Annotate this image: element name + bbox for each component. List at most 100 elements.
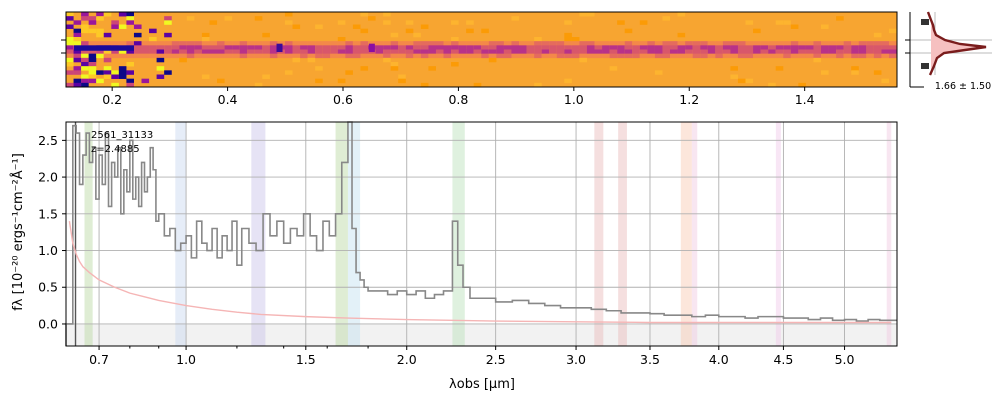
spectrum-2d-pixel bbox=[564, 78, 572, 84]
spectrum-2d-pixel bbox=[284, 45, 293, 50]
spectrum-2d-pixel bbox=[519, 45, 527, 50]
spectrum-2d-pixel bbox=[730, 45, 738, 50]
spectrum-2d-pixel bbox=[654, 49, 663, 54]
spectrum-2d-pixel bbox=[141, 49, 150, 54]
spectrum-2d-pixel bbox=[586, 41, 595, 46]
y-tick-label: 2.5 bbox=[38, 133, 58, 148]
spectrum-2d-pixel bbox=[405, 45, 414, 50]
spectrum-2d-pixel bbox=[126, 53, 134, 59]
spectrum-2d-pixel bbox=[315, 78, 323, 84]
spectrum-2d-pixel bbox=[103, 41, 112, 46]
spectrum-2d-pixel bbox=[670, 49, 678, 54]
spectrum-2d-pixel bbox=[511, 45, 520, 50]
spectrum-2d-pixel bbox=[224, 49, 233, 54]
spectrum-2d-pixel bbox=[715, 41, 723, 46]
spectrum-2d-pixel bbox=[624, 49, 633, 54]
spectrum-2d-pixel bbox=[73, 49, 82, 54]
spectrum-2d-pixel bbox=[700, 53, 708, 59]
spectrum-2d-pixel bbox=[481, 41, 489, 46]
spectrum-2d-pixel bbox=[571, 45, 580, 50]
spectrum-2d-pixel bbox=[451, 53, 459, 59]
spectrum-2d-pixel bbox=[571, 53, 580, 59]
spectrum-2d-pixel bbox=[352, 45, 361, 50]
spectrum-2d-pixel bbox=[707, 49, 716, 54]
spectrum-2d-x-tick-label: 1.2 bbox=[679, 92, 699, 107]
spectrum-2d-pixel bbox=[254, 82, 263, 88]
spectrum-2d-pixel bbox=[111, 70, 119, 75]
spectrum-2d-pixel bbox=[692, 45, 701, 50]
spectrum-2d-pixel bbox=[579, 57, 587, 63]
spectrum-2d-pixel bbox=[737, 45, 746, 50]
spectrum-2d-pixel bbox=[428, 49, 436, 54]
spectrum-2d-pixel bbox=[171, 53, 180, 59]
spectrum-2d-pixel bbox=[405, 28, 414, 34]
plot-layer: 0.0 0.5 1.0 1.5 2.0 2.5 0.7 1.0 1.5 2.0 2.5 3.0 3.5 4… bbox=[38, 121, 898, 367]
spectrum-2d-pixel bbox=[858, 53, 867, 59]
spectrum-2d-pixel bbox=[239, 53, 248, 59]
spectrum-2d-pixel bbox=[836, 16, 844, 21]
spectrum-2d-pixel bbox=[783, 49, 791, 54]
emission-line-band bbox=[691, 122, 698, 346]
spectrum-2d-pixel bbox=[383, 45, 391, 50]
spectrum-2d-pixel bbox=[224, 45, 233, 50]
spectrum-2d-pixel bbox=[873, 70, 882, 75]
spectrum-2d-pixel bbox=[873, 32, 882, 38]
spectrum-2d-pixel bbox=[413, 53, 421, 59]
spectrum-2d-pixel bbox=[405, 53, 414, 59]
spectrum-2d-pixel bbox=[96, 12, 104, 17]
spectrum-2d-pixel bbox=[503, 45, 512, 50]
spectrum-2d-pixel bbox=[647, 53, 655, 59]
emission-line-band bbox=[347, 122, 361, 346]
spectrum-2d-pixel bbox=[133, 49, 142, 54]
spectrum-2d-pixel bbox=[783, 53, 791, 59]
spectrum-2d-pixel bbox=[126, 49, 134, 54]
spectrum-2d-pixel bbox=[405, 41, 414, 46]
spectrum-2d-pixel bbox=[217, 78, 225, 84]
spectrum-2d-pixel bbox=[662, 16, 671, 21]
spectrum-2d-pixel bbox=[790, 53, 799, 59]
spectrum-2d-pixel bbox=[624, 41, 633, 46]
spectrum-2d-pixel bbox=[526, 41, 535, 46]
spectrum-2d-pixel bbox=[66, 16, 74, 21]
spectrum-2d-pixel bbox=[685, 53, 693, 59]
spectrum-2d-pixel bbox=[201, 45, 210, 50]
spectrum-2d-pixel bbox=[564, 53, 572, 59]
spectrum-2d-pixel bbox=[488, 45, 497, 50]
spectrum-2d-pixel bbox=[790, 24, 799, 29]
spectrum-2d-pixel bbox=[594, 49, 603, 54]
spectrum-2d-pixel bbox=[420, 24, 429, 29]
spectrum-2d-pixel bbox=[602, 49, 610, 54]
spectrum-2d-pixel bbox=[654, 53, 663, 59]
spectrum-2d-pixel bbox=[745, 49, 754, 54]
spectrum-2d-pixel bbox=[156, 74, 165, 79]
spectrum-2d-pixel bbox=[118, 12, 127, 17]
spectrum-2d-pixel bbox=[88, 62, 97, 67]
spectrum-2d-pixel bbox=[473, 53, 482, 59]
spectrum-2d-pixel bbox=[390, 66, 399, 71]
spectrum-2d-pixel bbox=[300, 53, 308, 59]
spectrum-2d-pixel bbox=[654, 70, 663, 75]
spectrum-2d-x-tick-label: 0.6 bbox=[333, 92, 353, 107]
spectrum-2d-pixel bbox=[496, 53, 504, 59]
spectrum-2d-pixel bbox=[602, 41, 610, 46]
spectrum-2d-pixel bbox=[873, 45, 882, 50]
spectrum-2d-pixel bbox=[96, 28, 104, 34]
x-tick-label: 4.0 bbox=[709, 352, 729, 367]
spectrum-2d-pixel bbox=[549, 45, 557, 50]
spectrum-2d-pixel bbox=[194, 49, 202, 54]
spectrum-2d-panel: 0.2 0.4 0.6 0.8 1.0 1.2 1.4 bbox=[61, 11, 898, 107]
spectrum-2d-pixel bbox=[269, 53, 278, 59]
spectrum-2d-pixel bbox=[96, 49, 104, 54]
spectrum-2d-pixel bbox=[73, 82, 82, 88]
spectrum-2d-pixel bbox=[360, 49, 369, 54]
spectrum-2d-pixel bbox=[466, 53, 474, 59]
spectrum-2d-pixel bbox=[888, 45, 897, 50]
spectrum-2d-pixel bbox=[466, 45, 474, 50]
spectrum-2d-pixel bbox=[420, 45, 429, 50]
spectrum-2d-pixel bbox=[534, 45, 542, 50]
emission-line-band bbox=[594, 122, 604, 346]
spectrum-2d-pixel bbox=[609, 66, 618, 71]
spectrum-2d-pixel bbox=[639, 45, 648, 50]
spectrum-2d-pixel bbox=[534, 41, 542, 46]
spectrum-2d-pixel bbox=[254, 49, 263, 54]
